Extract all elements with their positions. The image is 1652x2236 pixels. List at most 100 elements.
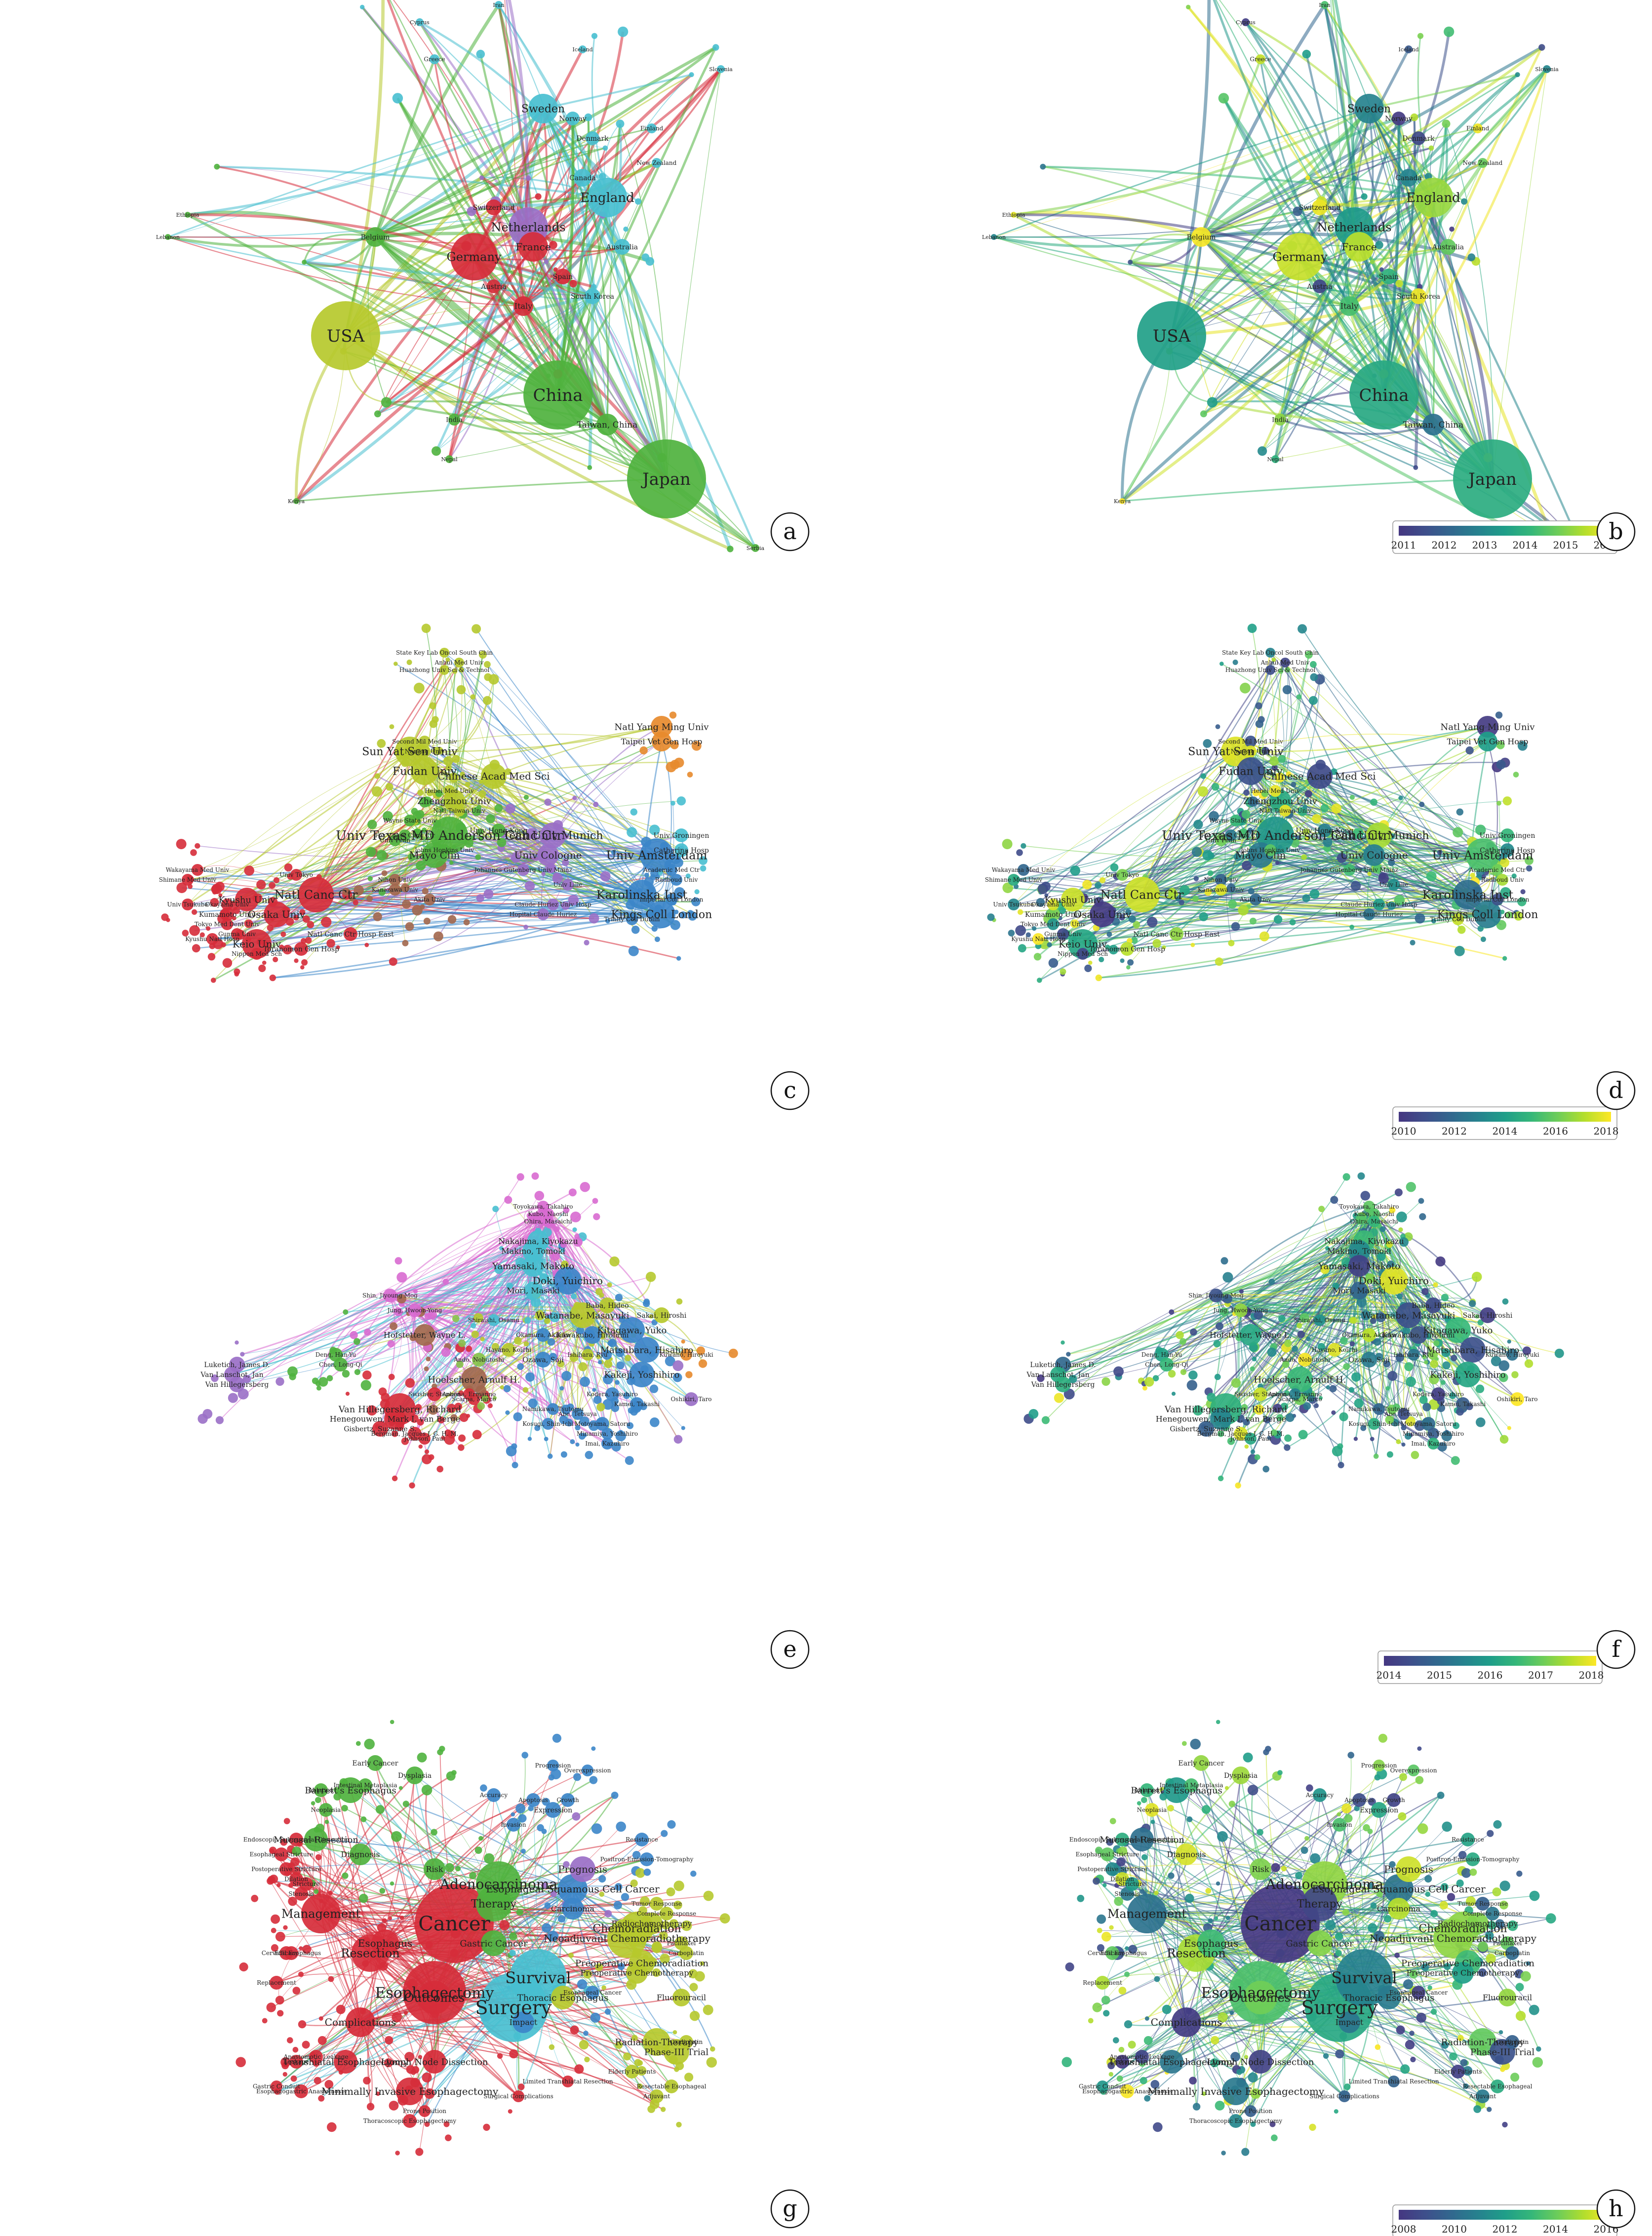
network-node bbox=[670, 801, 675, 806]
hub-node bbox=[311, 301, 380, 370]
network-node bbox=[388, 1916, 393, 1921]
network-node bbox=[1421, 1288, 1429, 1295]
network-edge bbox=[276, 914, 662, 922]
network-node bbox=[298, 2020, 307, 2029]
network-node bbox=[559, 1386, 564, 1391]
network-node bbox=[1441, 1380, 1446, 1385]
network-node bbox=[305, 937, 312, 944]
network-node bbox=[690, 1870, 697, 1877]
node-label: Limited Transhiatal Resection bbox=[522, 2078, 613, 2085]
network-edge bbox=[1201, 46, 1543, 238]
network-node bbox=[318, 1377, 328, 1387]
network-node bbox=[1188, 1370, 1198, 1380]
network-node bbox=[262, 960, 267, 965]
node-label: Kamei, Takashi bbox=[1440, 1401, 1486, 1408]
network-node bbox=[390, 1720, 394, 1725]
network-node bbox=[542, 1923, 551, 1933]
network-node bbox=[544, 1902, 551, 1909]
panel-letter-circle bbox=[770, 512, 810, 551]
network-node bbox=[647, 2105, 656, 2113]
network-edge bbox=[304, 236, 376, 268]
network-edge bbox=[993, 108, 1370, 237]
network-edge bbox=[296, 771, 425, 875]
hub-node bbox=[1412, 131, 1425, 145]
network-node bbox=[691, 741, 702, 751]
network-edge bbox=[1013, 213, 1300, 258]
network-node bbox=[366, 2103, 375, 2111]
node-label: Chen, Long-Qi bbox=[1145, 1361, 1188, 1368]
network-node bbox=[654, 937, 660, 942]
node-label: Motoyama, Satoru bbox=[1401, 1420, 1456, 1427]
network-node bbox=[467, 206, 476, 216]
node-label: Switzerland bbox=[1299, 204, 1341, 212]
network-node bbox=[1060, 968, 1066, 975]
network-edge bbox=[315, 750, 410, 895]
network-node bbox=[661, 2107, 666, 2112]
node-label: Oxaliplatin bbox=[670, 2039, 703, 2045]
network-node bbox=[1190, 942, 1195, 947]
network-node bbox=[1385, 1386, 1390, 1391]
hub-node bbox=[1339, 296, 1359, 316]
network-node bbox=[328, 1976, 334, 1982]
network-node bbox=[558, 1915, 566, 1923]
colorbar-tick-label: 2014 bbox=[1377, 1669, 1402, 1681]
node-label: Sweden bbox=[521, 103, 565, 116]
node-label: Minimally Invasive Esophagectomy bbox=[321, 2085, 499, 2097]
node-label: Imperial Coll London bbox=[1466, 896, 1530, 903]
network-node bbox=[362, 1370, 372, 1380]
network-node bbox=[651, 925, 658, 932]
network-edge bbox=[993, 236, 1350, 307]
network-node bbox=[1084, 964, 1092, 972]
network-node bbox=[1433, 1282, 1438, 1288]
network-edge bbox=[217, 165, 474, 258]
node-label: Hopital Claude Huriez bbox=[1336, 911, 1403, 918]
hub-node bbox=[1473, 123, 1483, 133]
network-edge bbox=[1368, 108, 1494, 479]
network-node bbox=[387, 1340, 395, 1347]
hub-node bbox=[1400, 169, 1417, 187]
node-label: Mori, Masaki bbox=[507, 1286, 559, 1295]
network-node bbox=[569, 279, 577, 288]
network-node bbox=[590, 284, 597, 290]
network-node bbox=[1342, 1173, 1350, 1181]
network-node bbox=[676, 956, 681, 961]
network-node bbox=[585, 1451, 593, 1459]
network-node bbox=[234, 968, 240, 975]
network-node bbox=[1268, 1278, 1275, 1285]
node-label: Japan bbox=[641, 470, 691, 489]
network-node bbox=[1422, 1403, 1431, 1412]
network-node bbox=[422, 796, 433, 807]
network-node bbox=[298, 1971, 304, 1977]
network-node bbox=[302, 2040, 310, 2049]
node-label: Chen, Long-Qi bbox=[319, 1361, 362, 1368]
node-label: Risk bbox=[426, 1865, 443, 1874]
network-node bbox=[421, 1785, 433, 1796]
network-node bbox=[266, 2002, 276, 2012]
network-edge bbox=[248, 894, 642, 940]
network-node bbox=[1502, 956, 1507, 961]
network-node bbox=[1193, 876, 1199, 881]
network-node bbox=[366, 896, 373, 902]
network-node bbox=[1331, 1410, 1336, 1415]
panel-letter: d bbox=[1609, 1077, 1623, 1103]
network-edge bbox=[1446, 123, 1494, 479]
network-edge bbox=[1200, 236, 1385, 396]
network-node bbox=[1370, 1437, 1375, 1441]
node-label: Kumamoto Univ bbox=[1025, 911, 1081, 919]
network-node bbox=[316, 1385, 321, 1391]
node-label: Kenya bbox=[288, 498, 305, 505]
network-node bbox=[1054, 1393, 1064, 1403]
network-node bbox=[1416, 284, 1423, 290]
network-node bbox=[506, 1446, 517, 1456]
network-edge bbox=[187, 751, 410, 905]
network-edge bbox=[475, 628, 657, 856]
network-node bbox=[615, 1294, 623, 1301]
hub-node bbox=[1312, 199, 1328, 215]
node-label: Okamura, Akihiko bbox=[1342, 1332, 1396, 1338]
network-node bbox=[1255, 702, 1262, 709]
network-edge bbox=[1298, 48, 1410, 258]
network-node bbox=[343, 1309, 349, 1315]
node-label: Nanjing Univ bbox=[405, 748, 445, 755]
network-node bbox=[552, 873, 563, 884]
node-label: Taipei Vet Gen Hosp bbox=[1447, 737, 1529, 746]
